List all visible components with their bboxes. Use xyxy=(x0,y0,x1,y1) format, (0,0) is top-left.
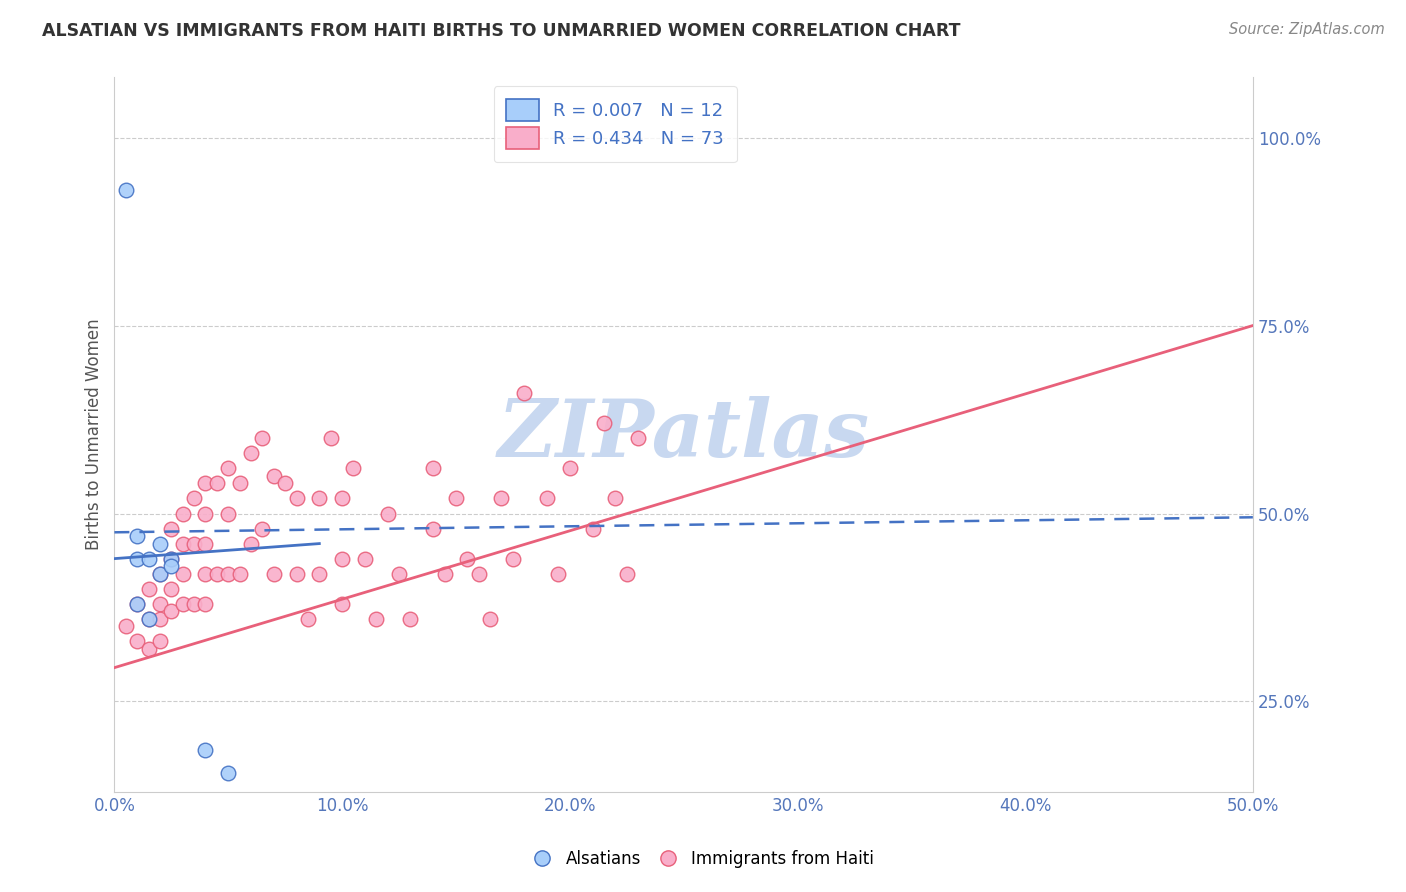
Point xyxy=(149,597,172,611)
Point xyxy=(160,522,183,536)
Point xyxy=(330,551,353,566)
Point xyxy=(422,522,444,536)
Point xyxy=(479,612,502,626)
Point xyxy=(285,566,308,581)
Point xyxy=(228,476,250,491)
Point xyxy=(194,566,217,581)
Point xyxy=(558,461,581,475)
Point xyxy=(217,566,239,581)
Point xyxy=(228,566,250,581)
Point xyxy=(183,597,205,611)
Point xyxy=(240,536,263,550)
Point xyxy=(547,566,569,581)
Point xyxy=(399,612,422,626)
Text: Source: ZipAtlas.com: Source: ZipAtlas.com xyxy=(1229,22,1385,37)
Point xyxy=(217,765,239,780)
Text: ALSATIAN VS IMMIGRANTS FROM HAITI BIRTHS TO UNMARRIED WOMEN CORRELATION CHART: ALSATIAN VS IMMIGRANTS FROM HAITI BIRTHS… xyxy=(42,22,960,40)
Point xyxy=(377,507,399,521)
Point xyxy=(149,566,172,581)
Point xyxy=(149,566,172,581)
Point xyxy=(138,582,160,596)
Point xyxy=(194,743,217,757)
Point xyxy=(444,491,467,506)
Point xyxy=(160,551,183,566)
Point xyxy=(536,491,558,506)
Point xyxy=(149,634,172,648)
Point xyxy=(285,491,308,506)
Point xyxy=(138,551,160,566)
Point xyxy=(138,641,160,656)
Point xyxy=(605,491,627,506)
Point xyxy=(330,491,353,506)
Point xyxy=(308,491,330,506)
Point xyxy=(319,431,342,445)
Point xyxy=(274,476,297,491)
Point xyxy=(217,461,239,475)
Point xyxy=(160,604,183,618)
Point xyxy=(593,417,616,431)
Point xyxy=(366,612,388,626)
Point xyxy=(172,597,194,611)
Point xyxy=(138,612,160,626)
Point xyxy=(627,431,650,445)
Point xyxy=(217,507,239,521)
Point xyxy=(172,507,194,521)
Point xyxy=(581,522,603,536)
Point xyxy=(388,566,411,581)
Point xyxy=(127,529,149,543)
Point xyxy=(183,536,205,550)
Point xyxy=(502,551,524,566)
Point xyxy=(616,566,638,581)
Point xyxy=(160,551,183,566)
Point xyxy=(172,536,194,550)
Point xyxy=(114,183,136,197)
Point xyxy=(205,566,228,581)
Point xyxy=(194,476,217,491)
Point xyxy=(127,634,149,648)
Point xyxy=(491,491,513,506)
Point xyxy=(127,551,149,566)
Point xyxy=(456,551,478,566)
Point xyxy=(172,566,194,581)
Point xyxy=(149,612,172,626)
Point xyxy=(433,566,456,581)
Point xyxy=(354,551,377,566)
Point xyxy=(240,446,263,460)
Point xyxy=(330,597,353,611)
Point xyxy=(149,536,172,550)
Point xyxy=(127,597,149,611)
Point xyxy=(160,582,183,596)
Point xyxy=(138,612,160,626)
Legend: Alsatians, Immigrants from Haiti: Alsatians, Immigrants from Haiti xyxy=(526,844,880,875)
Y-axis label: Births to Unmarried Women: Births to Unmarried Women xyxy=(86,318,103,550)
Text: ZIPatlas: ZIPatlas xyxy=(498,396,870,474)
Point xyxy=(252,431,274,445)
Point xyxy=(297,612,319,626)
Point xyxy=(127,597,149,611)
Point xyxy=(194,597,217,611)
Point xyxy=(308,566,330,581)
Point xyxy=(194,536,217,550)
Point xyxy=(252,522,274,536)
Point xyxy=(467,566,489,581)
Point xyxy=(263,469,285,483)
Point xyxy=(513,386,536,401)
Point xyxy=(194,507,217,521)
Point xyxy=(183,491,205,506)
Point xyxy=(422,461,444,475)
Point xyxy=(205,476,228,491)
Point xyxy=(114,619,136,633)
Point xyxy=(263,566,285,581)
Point xyxy=(160,559,183,574)
Point xyxy=(342,461,364,475)
Legend: R = 0.007   N = 12, R = 0.434   N = 73: R = 0.007 N = 12, R = 0.434 N = 73 xyxy=(494,87,737,162)
